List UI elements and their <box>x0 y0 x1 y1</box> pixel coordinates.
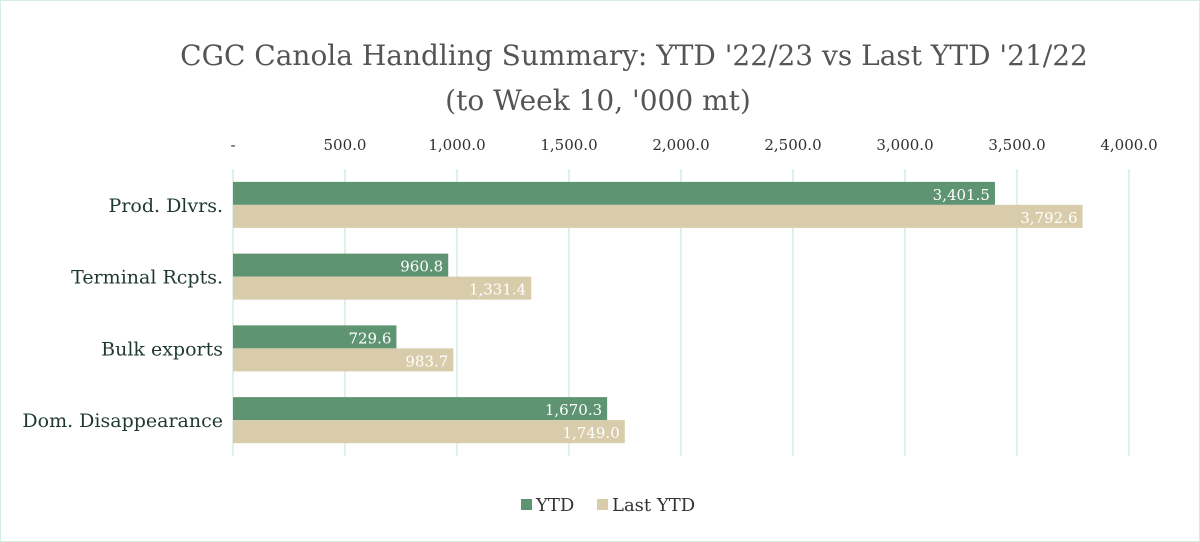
x-tick-label: 2,500.0 <box>764 136 821 154</box>
bar <box>233 276 532 300</box>
bar <box>233 348 454 372</box>
data-label: 1,670.3 <box>545 401 602 419</box>
data-label: 1,749.0 <box>563 424 620 442</box>
x-tick-label: 1,000.0 <box>428 136 485 154</box>
x-tick-label: 500.0 <box>324 136 367 154</box>
data-label: 3,792.6 <box>1020 209 1077 227</box>
category-label: Bulk exports <box>101 338 223 360</box>
bar <box>233 181 995 205</box>
x-tick-label: 3,000.0 <box>876 136 933 154</box>
data-label: 983.7 <box>405 352 448 370</box>
chart-title: CGC Canola Handling Summary: YTD '22/23 … <box>180 39 1088 72</box>
legend: YTD Last YTD <box>521 495 695 516</box>
data-label: 3,401.5 <box>933 186 990 204</box>
legend-swatch <box>521 499 532 510</box>
x-tick-label: 4,000.0 <box>1100 136 1157 154</box>
legend-label: Last YTD <box>612 495 695 516</box>
data-label: 1,331.4 <box>469 281 526 299</box>
bar <box>233 204 1083 228</box>
legend-label: YTD <box>535 495 574 516</box>
bar <box>233 253 449 277</box>
x-tick-label: 1,500.0 <box>540 136 597 154</box>
x-tick-label: - <box>230 136 235 154</box>
category-label: Prod. Dlvrs. <box>109 195 223 217</box>
category-label: Terminal Rcpts. <box>71 267 223 289</box>
data-labels: 3,401.5 3,792.6 960.8 1,331.4 729.6 983.7 1,67… <box>348 186 1077 442</box>
data-label: 729.6 <box>348 329 391 347</box>
category-labels: Prod. Dlvrs. Terminal Rcpts. Bulk exports D… <box>22 195 223 432</box>
bar <box>233 325 397 349</box>
bar <box>233 397 608 421</box>
x-tick-label: 3,500.0 <box>988 136 1045 154</box>
x-tick-label: 2,000.0 <box>652 136 709 154</box>
data-label: 960.8 <box>400 258 443 276</box>
x-axis-ticks: - 500.0 1,000.0 1,500.0 2,000.0 2,500.0 3,000.… <box>230 136 1157 154</box>
bar <box>233 420 625 444</box>
bars <box>233 181 1083 444</box>
chart-subtitle: (to Week 10, '000 mt) <box>445 84 751 117</box>
category-label: Dom. Disappearance <box>22 410 223 432</box>
legend-swatch <box>597 499 608 510</box>
